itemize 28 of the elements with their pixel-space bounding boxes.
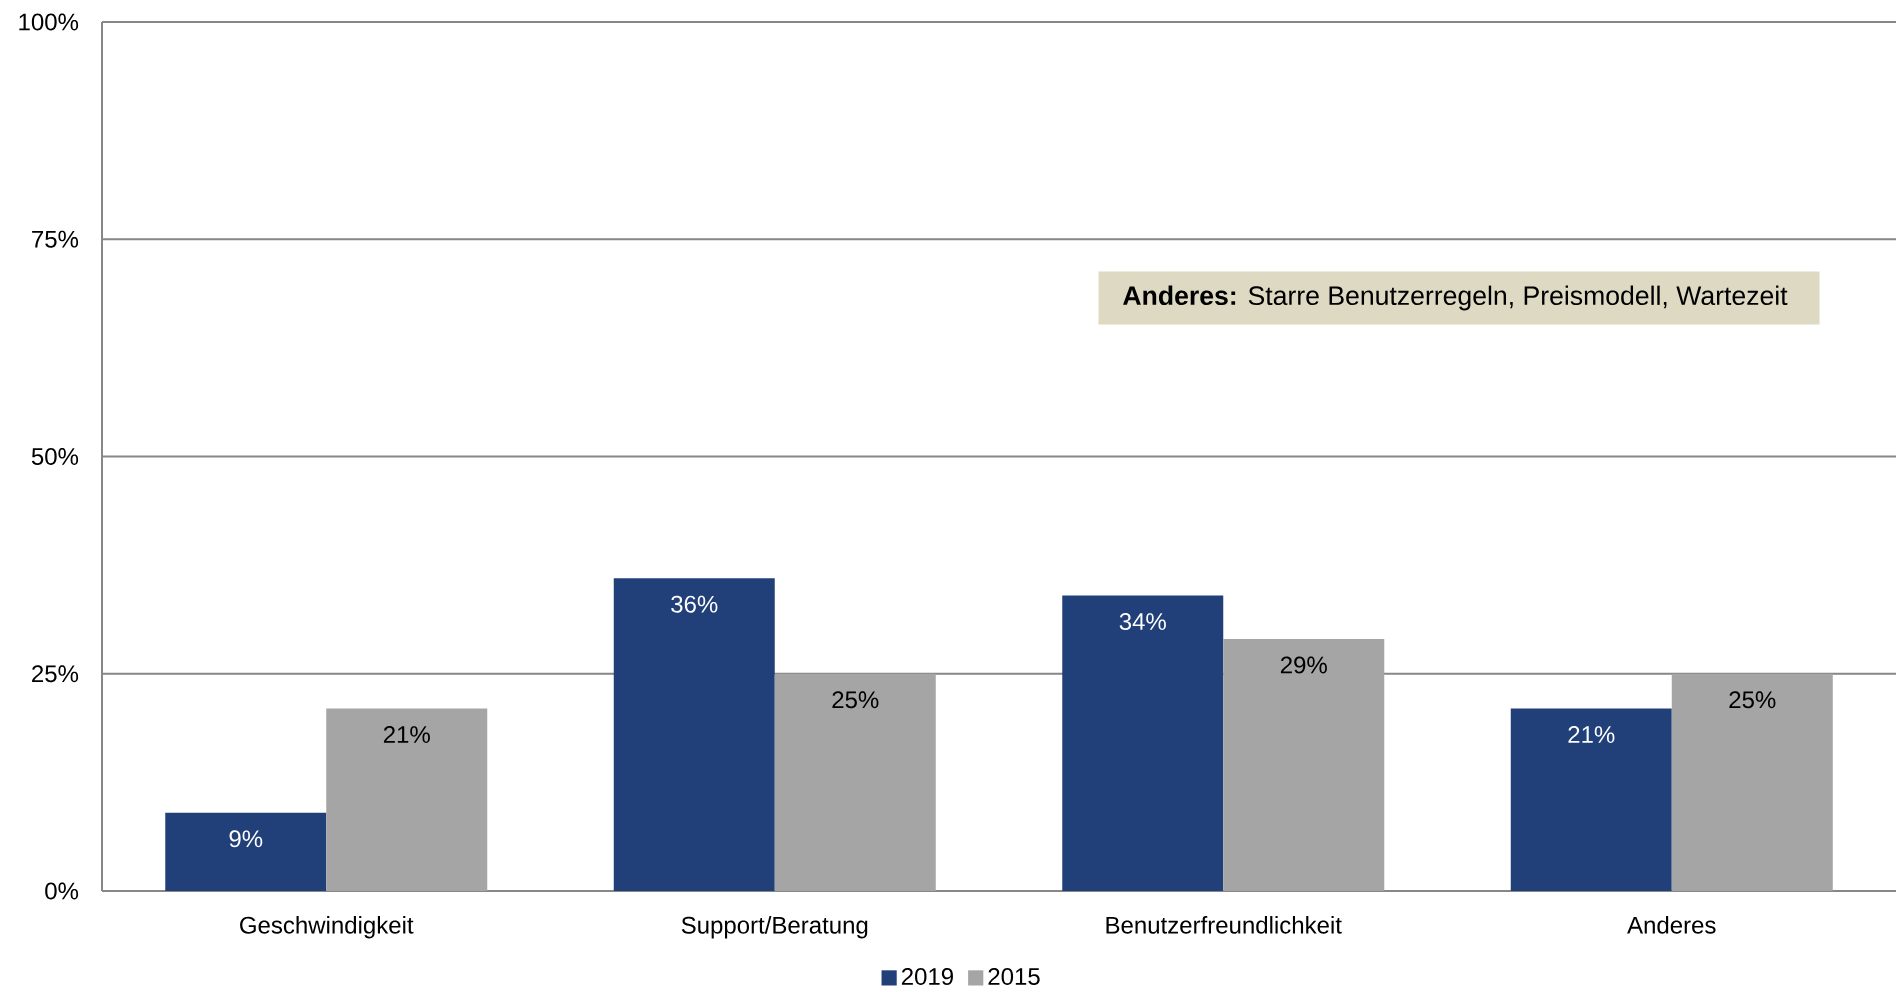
data-label: 36% [671, 595, 718, 613]
bar [774, 673, 936, 891]
data-label: 29% [1280, 656, 1327, 674]
data-label: 25% [832, 691, 879, 709]
y-tick-label: 0% [45, 882, 79, 900]
legend-label: 2019 [901, 968, 953, 985]
y-tick-label: 100% [19, 13, 79, 31]
bar [165, 812, 327, 891]
data-label: 25% [1729, 691, 1776, 709]
bar [1510, 708, 1672, 891]
x-tick-label: Anderes [1627, 916, 1716, 934]
legend-label: 2015 [988, 968, 1040, 985]
data-label: 9% [229, 830, 263, 848]
bar [1223, 638, 1385, 891]
annotation: Anderes: Starre Benutzerregeln, Preismodell, Wartezeit [1123, 285, 1788, 311]
y-tick-label: 25% [32, 665, 79, 683]
data-label: 21% [1568, 726, 1615, 743]
bar [1671, 673, 1833, 891]
y-tick-label: 75% [32, 230, 79, 248]
x-tick-label: Support/Beratung [681, 916, 868, 939]
x-tick-label: Benutzerfreundlichkeit [1106, 916, 1342, 934]
y-tick-label: 50% [31, 448, 79, 465]
bar [1062, 595, 1224, 891]
x-tick-label: Geschwindigkeit [240, 916, 414, 939]
bar [326, 708, 488, 891]
data-label: 34% [1119, 613, 1166, 631]
data-label: 21% [383, 726, 430, 743]
bar [613, 578, 775, 891]
